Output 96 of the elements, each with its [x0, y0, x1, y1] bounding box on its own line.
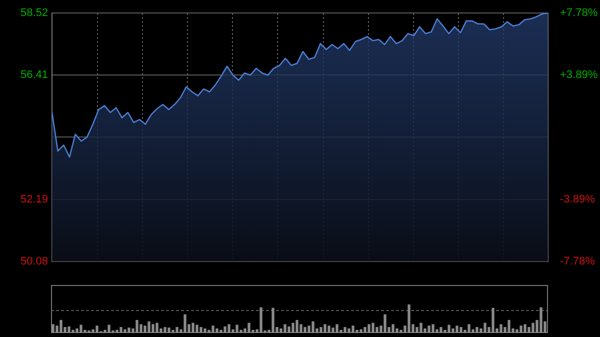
bar: [228, 324, 230, 333]
text: 58.52: [20, 7, 48, 20]
bar: [500, 324, 502, 333]
y-tick-label: 52.19: [20, 193, 48, 206]
y2-tick-label: -7.78%: [560, 255, 596, 268]
bar: [284, 324, 286, 333]
bar: [332, 328, 334, 333]
y2-tick-label: +3.89%: [560, 69, 598, 82]
bar: [296, 320, 298, 333]
bar: [360, 329, 362, 333]
bar: [408, 304, 410, 333]
bar: [344, 327, 346, 333]
bar: [76, 328, 78, 333]
bar: [68, 326, 70, 333]
bar: [540, 307, 542, 333]
bar: [200, 327, 202, 333]
bar: [144, 326, 146, 333]
bar: [312, 321, 314, 333]
bar: [532, 322, 534, 333]
bar: [300, 324, 302, 333]
bar: [220, 330, 222, 333]
bar: [460, 327, 462, 333]
y2-tick-label: +7.78%: [560, 7, 598, 20]
bar: [216, 328, 218, 333]
bar: [372, 322, 374, 333]
bar: [288, 326, 290, 333]
bar: [128, 328, 130, 333]
bar: [356, 330, 358, 333]
bar: [88, 330, 90, 333]
bar: [184, 314, 186, 333]
bar: [528, 327, 530, 333]
bar: [384, 314, 386, 333]
bar: [96, 326, 98, 333]
bar: [516, 329, 518, 333]
bar: [304, 327, 306, 333]
bar: [448, 324, 450, 333]
bar: [172, 330, 174, 333]
bar: [224, 326, 226, 333]
bar: [320, 327, 322, 333]
bar: [452, 328, 454, 333]
bar: [416, 327, 418, 333]
bar: [272, 308, 274, 333]
bar: [420, 322, 422, 333]
bar: [208, 330, 210, 333]
bar: [236, 324, 238, 333]
bar: [120, 327, 122, 333]
bar: [168, 328, 170, 333]
bar: [468, 324, 470, 333]
bar: [400, 330, 402, 333]
bar: [116, 330, 118, 333]
bar: [196, 324, 198, 333]
bar: [348, 328, 350, 333]
bar: [364, 327, 366, 333]
bar: [392, 324, 394, 333]
bar: [152, 324, 154, 333]
bar: [432, 324, 434, 333]
bar: [136, 320, 138, 333]
bar: [376, 327, 378, 333]
bar: [280, 328, 282, 333]
bar: [176, 327, 178, 333]
bar: [292, 322, 294, 333]
y-tick-label: 50.08: [20, 255, 48, 268]
bar: [508, 320, 510, 333]
bar: [352, 326, 354, 333]
bar: [212, 326, 214, 333]
bar: [204, 328, 206, 333]
bar: [520, 326, 522, 333]
bar: [328, 326, 330, 333]
bar: [156, 322, 158, 333]
bar: [52, 324, 54, 333]
bar: [140, 324, 142, 333]
bar: [492, 308, 494, 333]
bar: [72, 330, 74, 333]
bar: [524, 324, 526, 333]
bar: [124, 329, 126, 333]
bar: [148, 321, 150, 333]
bar: [324, 324, 326, 333]
bar: [60, 320, 62, 333]
bar: [440, 327, 442, 333]
bar: [260, 307, 262, 333]
bar: [336, 324, 338, 333]
bar: [484, 322, 486, 333]
bar: [92, 329, 94, 333]
bar: [396, 328, 398, 333]
bar: [164, 327, 166, 333]
bar: [192, 322, 194, 333]
y2-tick-label: -3.89%: [560, 193, 596, 206]
bar: [476, 327, 478, 333]
bar: [456, 326, 458, 333]
bar: [428, 326, 430, 333]
y-tick-label: 56.41: [20, 69, 48, 82]
bar: [108, 324, 110, 333]
bar: [80, 324, 82, 333]
bar: [308, 326, 310, 333]
bar: [368, 324, 370, 333]
bar: [248, 322, 250, 333]
